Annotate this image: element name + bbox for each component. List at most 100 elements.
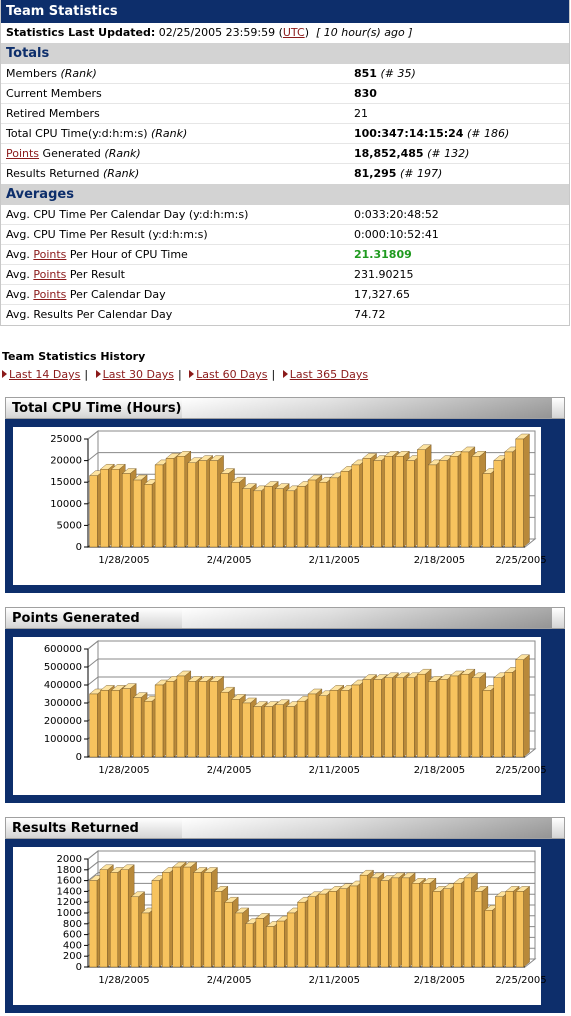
bar-front xyxy=(384,677,393,758)
x-tick-label: 1/28/2005 xyxy=(98,555,149,566)
gridline-diagonal xyxy=(87,850,99,860)
bar-front xyxy=(162,872,170,968)
chart-svg: 0 100000 200000 300000 400000 500000 600000 1/2… xyxy=(13,637,547,795)
last-updated-row: Statistics Last Updated: 02/25/2005 23:5… xyxy=(1,23,569,43)
bar-front xyxy=(89,880,98,968)
stat-value: 830 xyxy=(354,87,377,100)
avg-value: 17,327.65 xyxy=(354,288,410,301)
bar-front xyxy=(340,690,349,758)
bar-front xyxy=(484,910,493,968)
avg-row-cpu-per-result: Avg. CPU Time Per Result (y:d:h:m:s) 0:0… xyxy=(1,225,569,245)
points-link[interactable]: Points xyxy=(33,288,67,301)
chart-title: Points Generated xyxy=(12,611,140,626)
y-tick-label: 600 xyxy=(63,930,82,941)
bar-front xyxy=(253,490,262,548)
avg-row-points-per-result: Avg. Points Per Result 231.90215 xyxy=(1,265,569,285)
bar-front xyxy=(100,690,109,758)
bar-front xyxy=(515,438,524,548)
y-tick-label: 20000 xyxy=(50,456,82,467)
y-tick-label: 600000 xyxy=(44,644,82,655)
y-tick-label: 500000 xyxy=(44,662,82,673)
bar-front xyxy=(133,697,142,758)
bar-front xyxy=(329,477,338,548)
bar-front xyxy=(133,479,142,548)
bar-front xyxy=(349,885,358,968)
avg-label-pre: Avg. xyxy=(6,288,34,301)
link-separator: | xyxy=(84,368,89,381)
x-tick-label: 2/11/2005 xyxy=(309,765,360,776)
bar xyxy=(515,885,531,968)
bar-front xyxy=(187,462,196,548)
x-tick-label: 2/25/2005 xyxy=(495,975,546,986)
bar-front xyxy=(495,896,503,968)
link-last-14-days[interactable]: Last 14 Days xyxy=(9,368,81,381)
bar-front xyxy=(264,706,273,758)
rank-value: (# 197) xyxy=(399,167,443,180)
link-last-30-days[interactable]: Last 30 Days xyxy=(102,368,174,381)
rank-label: (Rank) xyxy=(60,67,97,80)
stat-row-results: Results Returned (Rank) 81,295 (# 197) xyxy=(1,164,569,184)
gridline-diagonal xyxy=(87,430,99,440)
x-tick-label: 2/4/2005 xyxy=(207,555,252,566)
stat-value: 81,295 xyxy=(354,167,397,180)
bar-front xyxy=(390,877,399,968)
points-link[interactable]: Points xyxy=(6,147,40,160)
bar-front xyxy=(471,677,480,758)
bar-front xyxy=(253,706,262,758)
bar-front xyxy=(471,456,480,548)
bar-front xyxy=(209,681,218,758)
stat-label: Members xyxy=(6,67,61,80)
y-tick-label: 200 xyxy=(63,951,82,962)
y-tick-label: 1600 xyxy=(57,876,82,887)
history-title: Team Statistics History xyxy=(2,350,146,363)
chart-plot-area: 0 200 400 600 800 1000 1200 1400 1600 1800 2000 1/2… xyxy=(5,839,565,1013)
utc-link[interactable]: UTC xyxy=(282,26,305,39)
y-tick-label: 1000 xyxy=(57,908,82,919)
totals-table: Members (Rank) 851 (# 35) Current Member… xyxy=(1,64,569,184)
points-link[interactable]: Points xyxy=(33,268,67,281)
bar-front xyxy=(151,880,160,968)
bar-front xyxy=(224,902,233,968)
bar-front xyxy=(504,672,513,758)
bar-front xyxy=(275,704,284,758)
arrow-right-icon xyxy=(189,370,195,378)
bar-front xyxy=(182,866,191,968)
bar-front xyxy=(234,912,243,968)
y-tick-label: 0 xyxy=(76,962,82,973)
link-last-365-days[interactable]: Last 365 Days xyxy=(289,368,369,381)
bar-front xyxy=(130,896,139,968)
y-tick-label: 1800 xyxy=(57,865,82,876)
x-tick-label: 2/25/2005 xyxy=(495,555,546,566)
bar-front xyxy=(362,679,371,758)
averages-table: Avg. CPU Time Per Calendar Day (y:d:h:m:… xyxy=(1,205,569,325)
points-link[interactable]: Points xyxy=(33,248,67,261)
link-last-60-days[interactable]: Last 60 Days xyxy=(196,368,268,381)
bar-front xyxy=(143,700,153,758)
gridline-diagonal xyxy=(87,872,99,881)
bar-front xyxy=(380,880,389,968)
bar-front xyxy=(285,490,295,548)
stat-row-retired-members: Retired Members 21 xyxy=(1,104,569,124)
x-tick-label: 2/18/2005 xyxy=(414,765,465,776)
gridline-diagonal xyxy=(87,452,99,461)
y-tick-label: 5000 xyxy=(57,520,82,531)
bar-front xyxy=(384,456,393,548)
bar-front xyxy=(453,883,462,968)
bar-front xyxy=(220,473,229,548)
y-tick-label: 10000 xyxy=(50,499,82,510)
bar-front xyxy=(266,926,275,968)
bar-front xyxy=(318,695,328,758)
updated-label: Statistics Last Updated: xyxy=(6,26,156,39)
bar-front xyxy=(328,891,337,968)
bar-front xyxy=(198,460,207,548)
avg-row-points-per-hour: Avg. Points Per Hour of CPU Time 21.3180… xyxy=(1,245,569,265)
bar-front xyxy=(438,679,448,758)
bar-front xyxy=(482,473,491,548)
stat-label: Generated xyxy=(39,147,105,160)
bar-front xyxy=(141,912,150,968)
x-tick-label: 2/25/2005 xyxy=(495,765,546,776)
avg-label-post: Per Result xyxy=(66,268,125,281)
stat-label: Results Returned xyxy=(6,167,103,180)
bar-front xyxy=(193,872,202,968)
bar-front xyxy=(373,679,382,758)
